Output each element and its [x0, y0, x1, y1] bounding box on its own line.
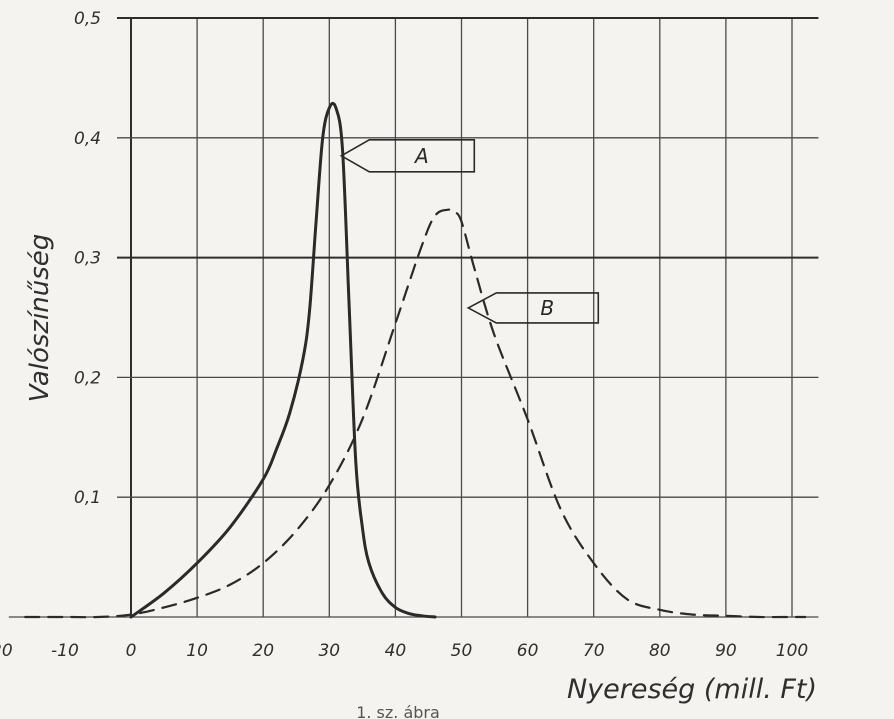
x-axis-ticks: -20 -10 0 10 20 30 40 50 60 70 80 90 100	[0, 641, 808, 661]
x-tick-label: 60	[517, 641, 539, 661]
y-tick-label: 0,3	[74, 249, 101, 269]
x-tick-label: -10	[51, 641, 79, 661]
grid	[8, 17, 819, 618]
y-tick-label: 0,2	[74, 368, 101, 388]
series-line-b	[24, 208, 807, 619]
y-axis-title: Valószínűség	[25, 234, 55, 403]
x-tick-label: 20	[252, 641, 274, 661]
x-tick-label: 70	[583, 641, 605, 661]
label-text: A	[413, 144, 429, 168]
x-tick-label: 30	[318, 641, 340, 661]
series-label-a: A	[339, 138, 476, 173]
y-axis-ticks: 0,5 0,4 0,3 0,2 0,1	[74, 9, 101, 508]
x-tick-label: 10	[186, 641, 208, 661]
x-tick-label: 50	[451, 641, 473, 661]
x-tick-label: 0	[126, 641, 137, 661]
y-tick-label: 0,1	[74, 488, 101, 508]
series-layer	[24, 101, 807, 619]
label-arrow-shape	[466, 292, 600, 324]
x-tick-label: 100	[776, 641, 808, 661]
x-tick-label: 90	[715, 641, 737, 661]
series-line-a	[129, 101, 437, 619]
series-label-b: B	[466, 292, 600, 324]
label-arrow-shape	[339, 138, 476, 173]
x-tick-label: -20	[0, 641, 13, 661]
y-tick-label: 0,5	[74, 9, 101, 29]
figure-caption: 1. sz. ábra	[356, 703, 440, 719]
series-labels: AB	[339, 138, 600, 324]
x-axis-title: Nyereség (mill. Ft)	[567, 674, 817, 705]
x-tick-label: 80	[649, 641, 671, 661]
y-tick-label: 0,4	[74, 129, 101, 149]
x-tick-label: 40	[385, 641, 407, 661]
label-text: B	[540, 296, 554, 320]
